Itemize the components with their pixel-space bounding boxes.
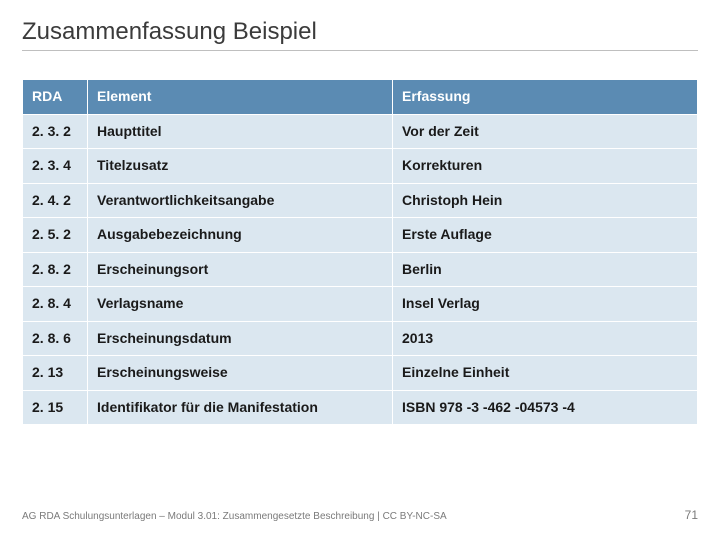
cell-rda: 2. 15 — [23, 390, 88, 425]
cell-rda: 2. 4. 2 — [23, 183, 88, 218]
cell-element: Identifikator für die Manifestation — [88, 390, 393, 425]
cell-element: Verantwortlichkeitsangabe — [88, 183, 393, 218]
slide: Zusammenfassung Beispiel RDA Element Erf… — [0, 0, 720, 540]
col-header-rda: RDA — [23, 80, 88, 115]
cell-erfassung: Erste Auflage — [393, 218, 698, 253]
cell-element: Erscheinungsdatum — [88, 321, 393, 356]
slide-title: Zusammenfassung Beispiel — [22, 18, 698, 46]
cell-erfassung: 2013 — [393, 321, 698, 356]
cell-erfassung: Berlin — [393, 252, 698, 287]
table-header-row: RDA Element Erfassung — [23, 80, 698, 115]
col-header-erfassung: Erfassung — [393, 80, 698, 115]
cell-rda: 2. 13 — [23, 356, 88, 391]
cell-erfassung: Einzelne Einheit — [393, 356, 698, 391]
table-row: 2. 3. 2 Haupttitel Vor der Zeit — [23, 114, 698, 149]
cell-element: Erscheinungsweise — [88, 356, 393, 391]
table-row: 2. 3. 4 Titelzusatz Korrekturen — [23, 149, 698, 184]
table-row: 2. 13 Erscheinungsweise Einzelne Einheit — [23, 356, 698, 391]
table-body: 2. 3. 2 Haupttitel Vor der Zeit 2. 3. 4 … — [23, 114, 698, 425]
cell-rda: 2. 8. 6 — [23, 321, 88, 356]
cell-erfassung: Insel Verlag — [393, 287, 698, 322]
cell-element: Haupttitel — [88, 114, 393, 149]
table-row: 2. 8. 4 Verlagsname Insel Verlag — [23, 287, 698, 322]
cell-erfassung: ISBN 978 -3 -462 -04573 -4 — [393, 390, 698, 425]
page-number: 71 — [685, 508, 698, 522]
table-row: 2. 4. 2 Verantwortlichkeitsangabe Christ… — [23, 183, 698, 218]
cell-element: Titelzusatz — [88, 149, 393, 184]
col-header-element: Element — [88, 80, 393, 115]
table-row: 2. 5. 2 Ausgabebezeichnung Erste Auflage — [23, 218, 698, 253]
cell-rda: 2. 8. 2 — [23, 252, 88, 287]
cell-rda: 2. 3. 4 — [23, 149, 88, 184]
table-row: 2. 8. 6 Erscheinungsdatum 2013 — [23, 321, 698, 356]
cell-rda: 2. 5. 2 — [23, 218, 88, 253]
footer-text: AG RDA Schulungsunterlagen – Modul 3.01:… — [22, 511, 447, 522]
table-row: 2. 8. 2 Erscheinungsort Berlin — [23, 252, 698, 287]
cell-element: Verlagsname — [88, 287, 393, 322]
cell-erfassung: Christoph Hein — [393, 183, 698, 218]
cell-rda: 2. 3. 2 — [23, 114, 88, 149]
cell-element: Ausgabebezeichnung — [88, 218, 393, 253]
title-underline — [22, 50, 698, 51]
cell-erfassung: Korrekturen — [393, 149, 698, 184]
cell-erfassung: Vor der Zeit — [393, 114, 698, 149]
cell-rda: 2. 8. 4 — [23, 287, 88, 322]
rda-table: RDA Element Erfassung 2. 3. 2 Haupttitel… — [22, 79, 698, 425]
table-row: 2. 15 Identifikator für die Manifestatio… — [23, 390, 698, 425]
cell-element: Erscheinungsort — [88, 252, 393, 287]
